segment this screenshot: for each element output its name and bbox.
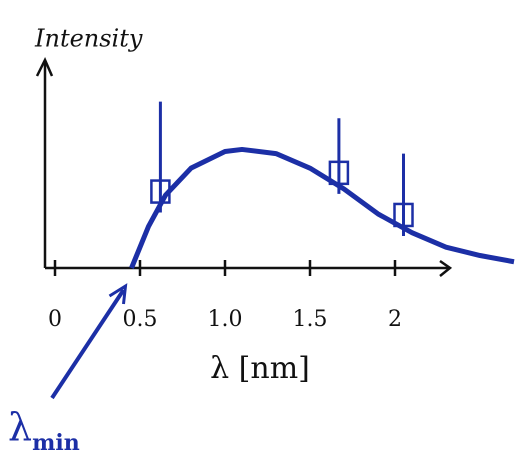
y-axis-label: Intensity — [34, 25, 143, 53]
x-axis-label: λ [nm] — [210, 351, 310, 386]
annotation-arrow — [52, 290, 124, 398]
x-tick-label: 2 — [388, 307, 402, 332]
annotation-symbol: λ — [8, 405, 32, 449]
x-tick-label: 1.0 — [208, 307, 243, 332]
annotation-subscript: min — [32, 430, 80, 456]
x-tick-label: 1.5 — [293, 307, 328, 332]
x-tick-label: 0.5 — [123, 307, 158, 332]
x-tick-label: 0 — [48, 307, 62, 332]
chart: Intensity λ [nm] 0 0.5 1.0 1.5 2 λmin — [0, 0, 519, 462]
spectrum-curve — [132, 149, 515, 268]
annotation: λmin — [8, 405, 80, 457]
